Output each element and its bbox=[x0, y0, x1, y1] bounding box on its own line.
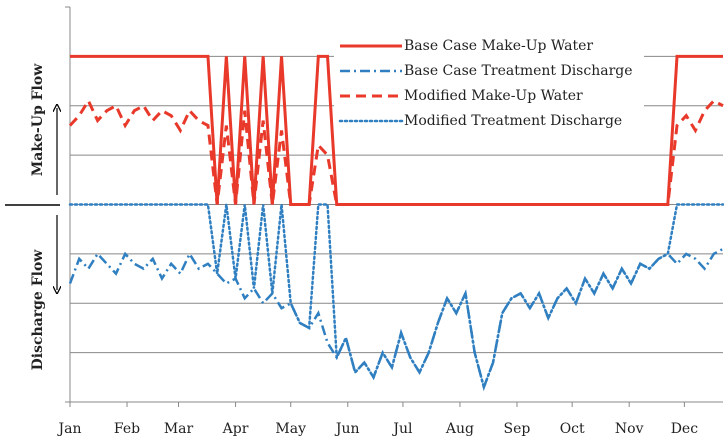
x-tick-label: Sep bbox=[504, 421, 531, 437]
series-line bbox=[68, 247, 724, 392]
x-tick-label: Jan bbox=[57, 421, 82, 437]
legend-label: Modified Make-Up Water bbox=[404, 88, 583, 104]
x-tick-label: Jun bbox=[334, 421, 360, 437]
x-tick-label: Mar bbox=[164, 421, 194, 437]
x-tick-label: Oct bbox=[560, 421, 585, 437]
x-tick-label: Aug bbox=[445, 421, 474, 437]
legend-label: Modified Treatment Discharge bbox=[404, 113, 622, 129]
x-tick-label: Jul bbox=[391, 421, 413, 437]
x-tick-label: May bbox=[275, 421, 306, 437]
y-label: Make-Up Flow bbox=[30, 63, 46, 176]
x-tick-label: Dec bbox=[671, 421, 699, 437]
x-tick-label: Nov bbox=[615, 421, 644, 437]
legend-box bbox=[334, 33, 644, 135]
legend-label: Base Case Treatment Discharge bbox=[404, 63, 633, 79]
x-tick-label: Feb bbox=[114, 421, 140, 437]
x-tick-label: Apr bbox=[222, 421, 249, 437]
series-line bbox=[68, 97, 724, 206]
series-line bbox=[68, 203, 724, 392]
legend-label: Base Case Make-Up Water bbox=[404, 38, 593, 54]
y-label: Discharge Flow bbox=[30, 249, 46, 371]
